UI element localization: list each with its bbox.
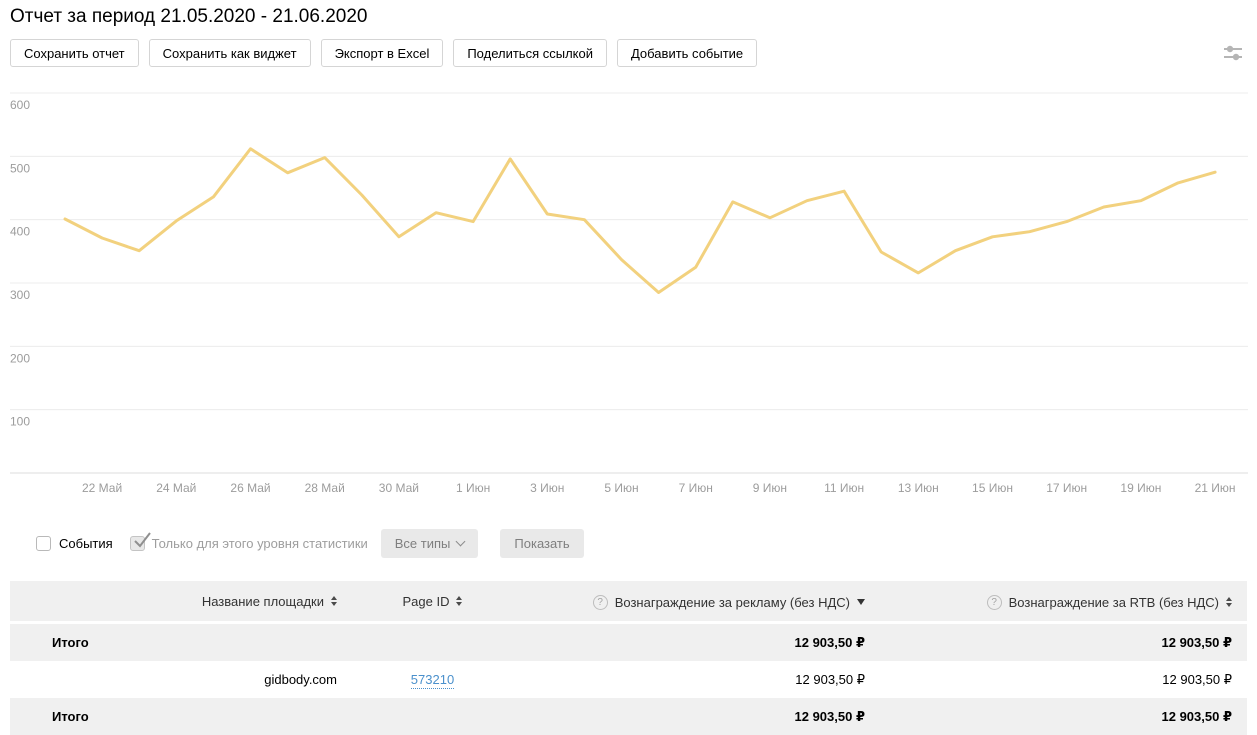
only-level-label: Только для этого уровня статистики xyxy=(151,535,368,551)
chart-x-tick-label: 17 Июн xyxy=(1046,481,1087,495)
total-label: Итого xyxy=(10,621,345,661)
col-header-label: Page ID xyxy=(402,593,450,609)
table-header-row: Название площадки Page ID ? Вознагражден… xyxy=(10,581,1247,621)
chart-y-tick-label: 200 xyxy=(10,351,30,365)
export-excel-button[interactable]: Экспорт в Excel xyxy=(320,39,444,67)
toolbar: Сохранить отчет Сохранить как виджет Экс… xyxy=(10,39,1247,67)
chart-x-tick-label: 22 Май xyxy=(82,481,122,495)
chart-x-tick-label: 11 Июн xyxy=(824,481,864,495)
rtb-revenue-value: 12 903,50 ₽ xyxy=(1162,671,1232,687)
report-page: Отчет за период 21.05.2020 - 21.06.2020 … xyxy=(0,4,1257,735)
chart-x-tick-label: 9 Июн xyxy=(753,481,787,495)
chart-x-tick-label: 30 Май xyxy=(379,481,419,495)
chart-y-tick-label: 500 xyxy=(10,161,30,175)
sort-desc-icon[interactable] xyxy=(857,599,865,605)
chart-x-tick-label: 28 Май xyxy=(305,481,345,495)
col-header-ad-revenue[interactable]: ? Вознаграждение за рекламу (без НДС) xyxy=(520,581,875,621)
help-icon[interactable]: ? xyxy=(986,594,1002,610)
revenue-chart: 100 200 300 400 500 600 22 Май 24 Май 26 Май 28 М… xyxy=(0,84,1257,504)
chart-x-tick-label: 5 Июн xyxy=(604,481,638,495)
event-type-filter-label: Все типы xyxy=(394,535,451,551)
chart-x-tick-label: 1 Июн xyxy=(456,481,490,495)
chart-x-tick-label: 15 Июн xyxy=(972,481,1013,495)
chart-x-tick-label: 24 Май xyxy=(156,481,196,495)
rtb-revenue-value: 12 903,50 ₽ xyxy=(875,621,1247,661)
chart-y-tick-label: 600 xyxy=(10,98,30,112)
chart-x-tick-label: 7 Июн xyxy=(679,481,713,495)
col-header-page-id[interactable]: Page ID xyxy=(345,581,520,621)
help-icon[interactable]: ? xyxy=(592,594,608,610)
sort-both-icon[interactable] xyxy=(456,596,463,606)
chart-y-tick-label: 300 xyxy=(10,288,30,302)
col-header-rtb-revenue[interactable]: ? Вознаграждение за RTB (без НДС) xyxy=(875,581,1247,621)
chart-y-tick-label: 400 xyxy=(10,225,30,239)
revenue-chart-svg: 100 200 300 400 500 600 22 Май 24 Май 26 Май 28 М… xyxy=(10,92,1248,495)
chart-x-tick-label: 19 Июн xyxy=(1120,481,1161,495)
events-checkbox[interactable] xyxy=(36,535,51,551)
ad-revenue-value: 12 903,50 ₽ xyxy=(520,621,875,661)
share-link-button[interactable]: Поделиться ссылкой xyxy=(453,39,607,67)
table-row-total-top: Итого 12 903,50 ₽ 12 903,50 ₽ xyxy=(10,621,1247,661)
events-filter-row: События Только для этого уровня статисти… xyxy=(36,528,1257,558)
event-type-filter-dropdown[interactable]: Все типы xyxy=(380,528,479,558)
only-level-checkbox xyxy=(129,531,151,551)
empty-cell xyxy=(345,621,520,661)
events-checkbox-label[interactable]: События xyxy=(59,535,113,551)
show-events-button[interactable]: Показать xyxy=(500,528,584,558)
sort-both-icon[interactable] xyxy=(1226,597,1232,607)
chart-y-tick-label: 100 xyxy=(10,415,30,429)
chart-settings-sliders-icon[interactable] xyxy=(1223,43,1243,63)
sort-both-icon[interactable] xyxy=(331,596,337,606)
ad-revenue-value: 12 903,50 ₽ xyxy=(520,698,875,735)
revenue-table: Название площадки Page ID ? Вознагражден… xyxy=(10,581,1247,735)
revenue-line xyxy=(63,147,1217,294)
chevron-down-icon xyxy=(455,536,466,547)
table-row-total-bottom: Итого 12 903,50 ₽ 12 903,50 ₽ xyxy=(10,698,1247,735)
col-header-site-name[interactable]: Название площадки xyxy=(10,581,345,621)
chart-x-tick-label: 3 Июн xyxy=(530,481,564,495)
add-event-button[interactable]: Добавить событие xyxy=(616,39,758,67)
col-header-label: Название площадки xyxy=(201,593,324,609)
ad-revenue-value: 12 903,50 ₽ xyxy=(795,671,865,687)
total-label: Итого xyxy=(10,698,345,735)
page-title: Отчет за период 21.05.2020 - 21.06.2020 xyxy=(10,6,368,27)
table-row-site: gidbody.com 573210 12 903,50 ₽ 12 903,50… xyxy=(10,661,1247,698)
save-as-widget-button[interactable]: Сохранить как виджет xyxy=(148,39,311,67)
chart-x-tick-label: 21 Июн xyxy=(1195,481,1236,495)
empty-cell xyxy=(345,698,520,735)
col-header-label: Вознаграждение за RTB (без НДС) xyxy=(1008,594,1219,610)
rtb-revenue-value: 12 903,50 ₽ xyxy=(875,698,1247,735)
checkmark-icon xyxy=(133,531,151,548)
save-report-button[interactable]: Сохранить отчет xyxy=(10,39,139,67)
site-name: gidbody.com xyxy=(264,672,337,687)
page-id-link[interactable]: 573210 xyxy=(410,672,455,689)
chart-x-tick-label: 26 Май xyxy=(230,481,270,495)
chart-x-tick-label: 13 Июн xyxy=(898,481,939,495)
col-header-label: Вознаграждение за рекламу (без НДС) xyxy=(614,594,850,610)
